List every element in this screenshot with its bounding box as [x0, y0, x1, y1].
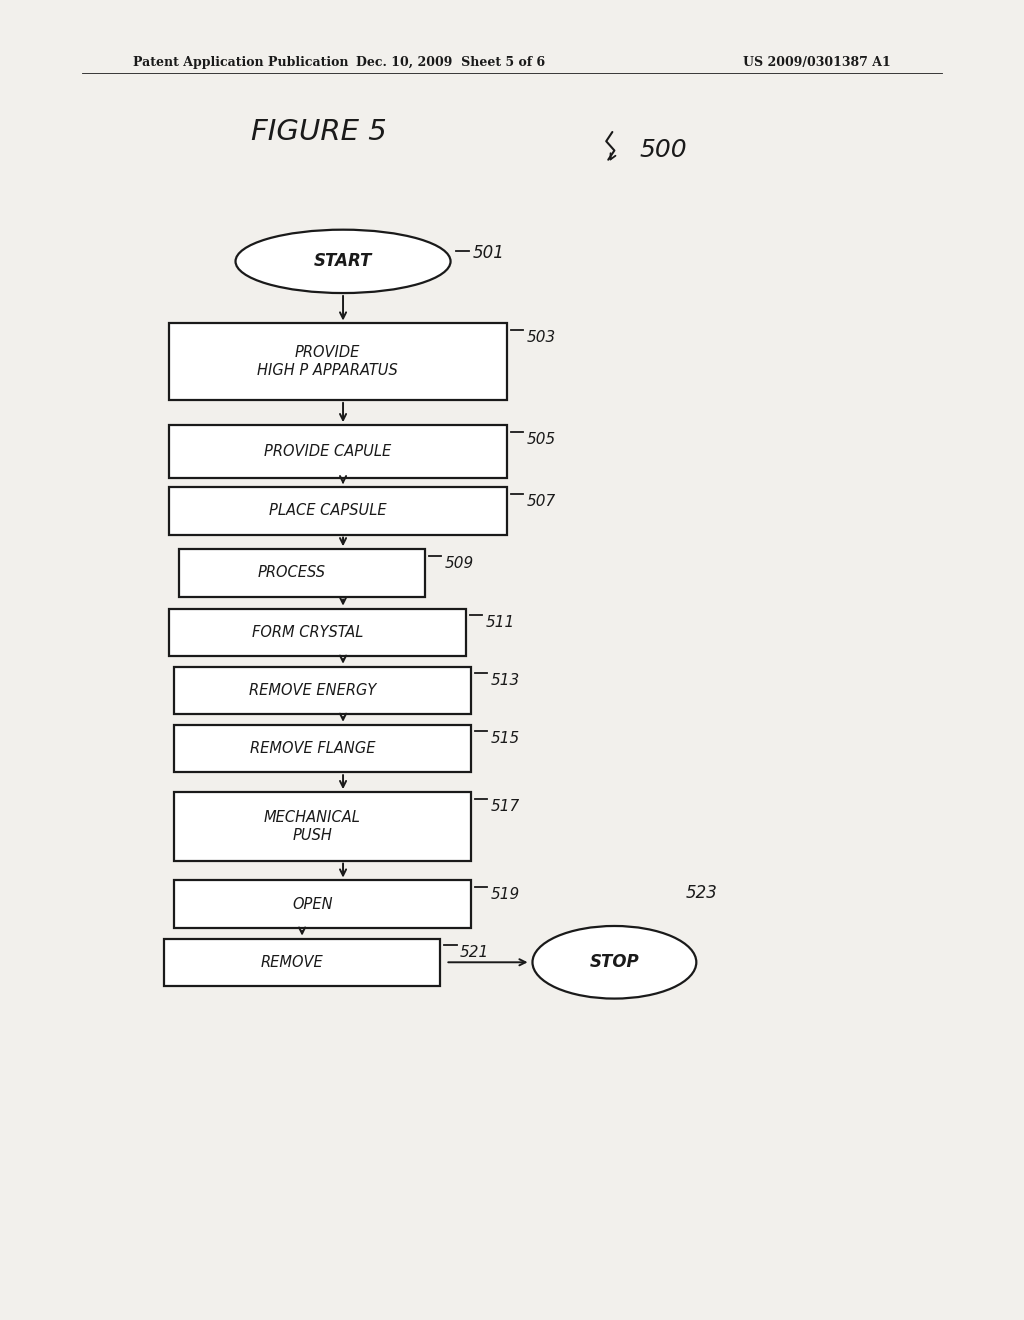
Text: 507: 507 — [526, 494, 556, 508]
Bar — [174, 725, 471, 772]
Ellipse shape — [236, 230, 451, 293]
Text: 515: 515 — [490, 731, 520, 746]
Bar — [164, 939, 440, 986]
Text: OPEN: OPEN — [292, 896, 333, 912]
Text: MECHANICAL
PUSH: MECHANICAL PUSH — [264, 809, 360, 843]
Bar — [174, 880, 471, 928]
Text: 501: 501 — [473, 244, 505, 263]
Text: 523: 523 — [686, 884, 718, 903]
Bar — [169, 487, 507, 535]
Text: 519: 519 — [490, 887, 520, 902]
Text: REMOVE FLANGE: REMOVE FLANGE — [250, 741, 375, 756]
Bar — [169, 425, 507, 478]
Text: REMOVE: REMOVE — [260, 954, 324, 970]
Text: PROCESS: PROCESS — [258, 565, 326, 581]
Text: START: START — [313, 252, 373, 271]
Text: FORM CRYSTAL: FORM CRYSTAL — [252, 624, 362, 640]
Text: 511: 511 — [485, 615, 515, 630]
Bar — [179, 549, 425, 597]
Bar — [169, 609, 466, 656]
Text: 500: 500 — [640, 139, 688, 162]
Text: 505: 505 — [526, 432, 556, 446]
Text: Patent Application Publication: Patent Application Publication — [133, 55, 348, 69]
Text: PLACE CAPSULE: PLACE CAPSULE — [269, 503, 386, 519]
Text: 503: 503 — [526, 330, 556, 345]
Text: 521: 521 — [460, 945, 489, 960]
Bar — [169, 323, 507, 400]
Text: PROVIDE
HIGH P APPARATUS: PROVIDE HIGH P APPARATUS — [257, 345, 398, 379]
Text: REMOVE ENERGY: REMOVE ENERGY — [249, 682, 376, 698]
Text: PROVIDE CAPULE: PROVIDE CAPULE — [264, 444, 391, 459]
Ellipse shape — [532, 927, 696, 998]
Text: Dec. 10, 2009  Sheet 5 of 6: Dec. 10, 2009 Sheet 5 of 6 — [356, 55, 545, 69]
Text: STOP: STOP — [590, 953, 639, 972]
Text: US 2009/0301387 A1: US 2009/0301387 A1 — [743, 55, 891, 69]
Text: FIGURE 5: FIGURE 5 — [251, 117, 387, 147]
Text: 517: 517 — [490, 799, 520, 813]
Bar — [174, 667, 471, 714]
Text: 513: 513 — [490, 673, 520, 688]
Text: 509: 509 — [444, 556, 474, 570]
Bar — [174, 792, 471, 861]
